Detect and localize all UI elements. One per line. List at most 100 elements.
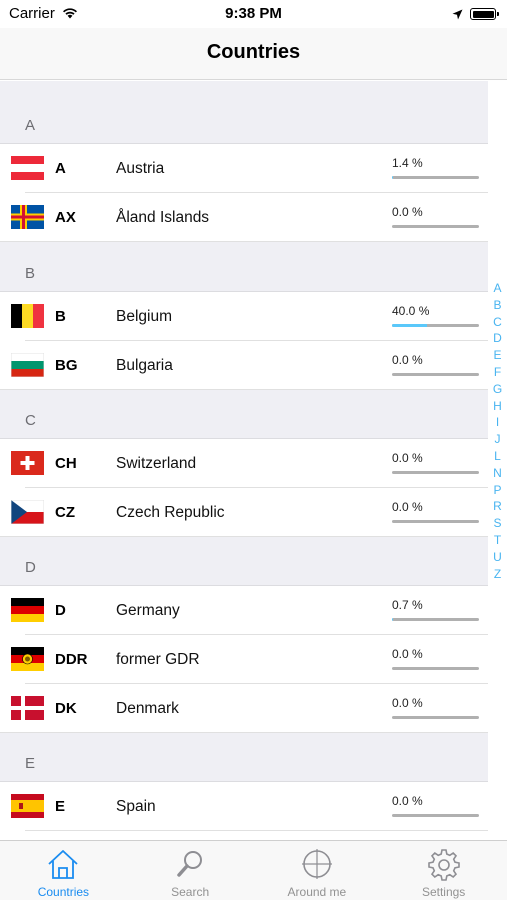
section-letter: A — [25, 117, 36, 134]
country-row[interactable]: DDR former GDR 0.0 % — [0, 635, 488, 684]
country-name: Switzerland — [116, 455, 197, 472]
carrier-label: Carrier — [9, 5, 55, 22]
country-code: CH — [55, 455, 77, 472]
tab-label: Settings — [421, 885, 466, 899]
bulgaria-flag-icon — [11, 353, 44, 377]
index-letter[interactable]: T — [493, 532, 502, 547]
country-code: A — [55, 160, 66, 177]
house-icon — [48, 850, 78, 879]
status-time: 9:38 PM — [225, 5, 282, 22]
germany-flag-icon — [11, 598, 44, 622]
progress-bar — [392, 667, 479, 670]
index-letter[interactable]: P — [493, 482, 502, 497]
index-letter[interactable]: C — [493, 314, 502, 329]
tab-around-me[interactable]: Around me — [254, 841, 381, 900]
country-name: Czech Republic — [116, 504, 225, 521]
progress-percent: 0.7 % — [392, 598, 423, 612]
country-row[interactable]: B Belgium 40.0 % — [0, 292, 488, 341]
country-row[interactable]: A Austria 1.4 % — [0, 144, 488, 193]
index-letter[interactable]: J — [494, 432, 501, 447]
tab-label: Around me — [287, 885, 347, 899]
progress-percent: 0.0 % — [392, 647, 423, 661]
index-letter[interactable]: F — [493, 364, 502, 379]
tab-search[interactable]: Search — [127, 841, 254, 900]
country-name: Spain — [116, 798, 156, 815]
progress-bar — [392, 814, 479, 817]
magnifier-icon — [177, 851, 203, 877]
country-name: Åland Islands — [116, 209, 210, 226]
section-letter: E — [25, 755, 36, 772]
progress-bar — [392, 225, 479, 228]
progress-bar — [392, 716, 479, 719]
progress-bar — [392, 520, 479, 523]
country-code: DK — [55, 700, 77, 717]
progress-percent: 0.0 % — [392, 451, 423, 465]
index-letter[interactable]: G — [492, 381, 503, 396]
progress-percent: 0.0 % — [392, 353, 423, 367]
country-name: Austria — [116, 160, 165, 177]
country-row[interactable]: CZ Czech Republic 0.0 % — [0, 488, 488, 537]
section-letter: C — [25, 412, 36, 429]
country-row[interactable]: DK Denmark 0.0 % — [0, 684, 488, 733]
tab-label: Search — [171, 885, 210, 899]
tab-countries[interactable]: Countries — [0, 841, 127, 900]
spain-flag-icon — [11, 794, 44, 818]
gdr-flag-icon — [11, 647, 44, 671]
gear-icon — [427, 849, 460, 881]
crosshair-icon — [301, 849, 332, 879]
index-letter[interactable]: N — [493, 465, 502, 480]
czech-flag-icon — [11, 500, 44, 524]
index-letter[interactable]: R — [493, 499, 502, 514]
tab-bar: Countries Search Around me Settings — [0, 840, 507, 900]
country-row[interactable]: BG Bulgaria 0.0 % — [0, 341, 488, 390]
index-letter[interactable]: E — [493, 348, 502, 363]
section-letter: B — [25, 265, 36, 282]
progress-percent: 0.0 % — [392, 696, 423, 710]
country-row[interactable]: D Germany 0.7 % — [0, 586, 488, 635]
progress-bar — [392, 324, 479, 327]
index-letter[interactable]: S — [493, 516, 502, 531]
index-letter[interactable]: D — [493, 331, 502, 346]
country-row[interactable]: E Spain 0.0 % — [0, 782, 488, 831]
belgium-flag-icon — [11, 304, 44, 328]
index-letter[interactable]: B — [493, 297, 502, 312]
progress-percent: 0.0 % — [392, 500, 423, 514]
section-header: D — [0, 537, 488, 586]
index-letter[interactable]: L — [494, 448, 501, 463]
section-header: C — [0, 390, 488, 439]
section-header: E — [0, 733, 488, 782]
index-letter[interactable]: H — [493, 398, 502, 413]
austria-flag-icon — [11, 156, 44, 180]
progress-percent: 40.0 % — [392, 304, 430, 318]
country-code: AX — [55, 209, 76, 226]
country-name: Bulgaria — [116, 357, 173, 374]
section-header: B — [0, 242, 488, 292]
section-index-track — [488, 81, 507, 840]
progress-bar — [392, 618, 479, 621]
countries-list[interactable]: A A Austria 1.4 % AX Åland Islands 0.0 %… — [0, 81, 488, 840]
location-arrow-icon — [452, 7, 463, 24]
aland-flag-icon — [11, 205, 44, 229]
country-name: Denmark — [116, 700, 179, 717]
page-title: Countries — [206, 41, 301, 63]
country-code: D — [55, 602, 66, 619]
index-letter[interactable]: I — [495, 415, 500, 430]
country-row[interactable] — [0, 831, 488, 840]
country-name: former GDR — [116, 651, 200, 668]
index-letter[interactable]: U — [493, 549, 502, 564]
country-name: Belgium — [116, 308, 172, 325]
country-name: Germany — [116, 602, 180, 619]
index-letter[interactable]: Z — [493, 566, 502, 581]
country-row[interactable]: AX Åland Islands 0.0 % — [0, 193, 488, 242]
switzerland-flag-icon — [11, 451, 44, 475]
progress-bar — [392, 373, 479, 376]
tab-settings[interactable]: Settings — [380, 841, 507, 900]
country-code: CZ — [55, 504, 75, 521]
country-row[interactable]: CH Switzerland 0.0 % — [0, 439, 488, 488]
country-code: BG — [55, 357, 78, 374]
index-letter[interactable]: A — [493, 281, 502, 295]
denmark-flag-icon — [11, 696, 44, 720]
section-letter: D — [25, 559, 36, 576]
progress-bar — [392, 176, 479, 179]
